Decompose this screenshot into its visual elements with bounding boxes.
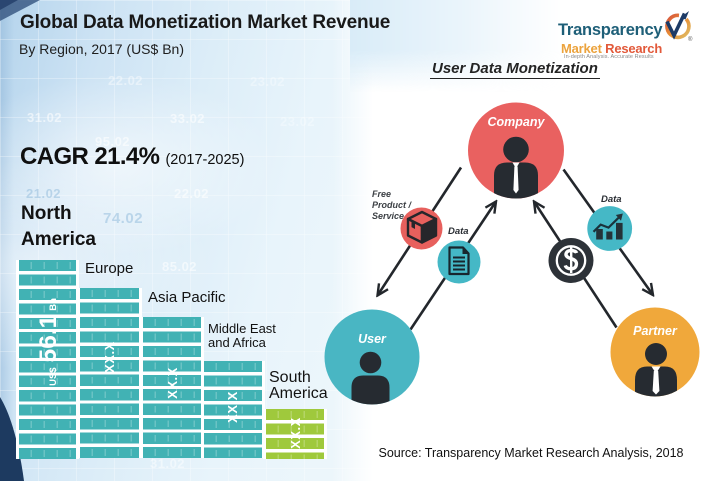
svg-text:®: ® bbox=[688, 36, 693, 43]
